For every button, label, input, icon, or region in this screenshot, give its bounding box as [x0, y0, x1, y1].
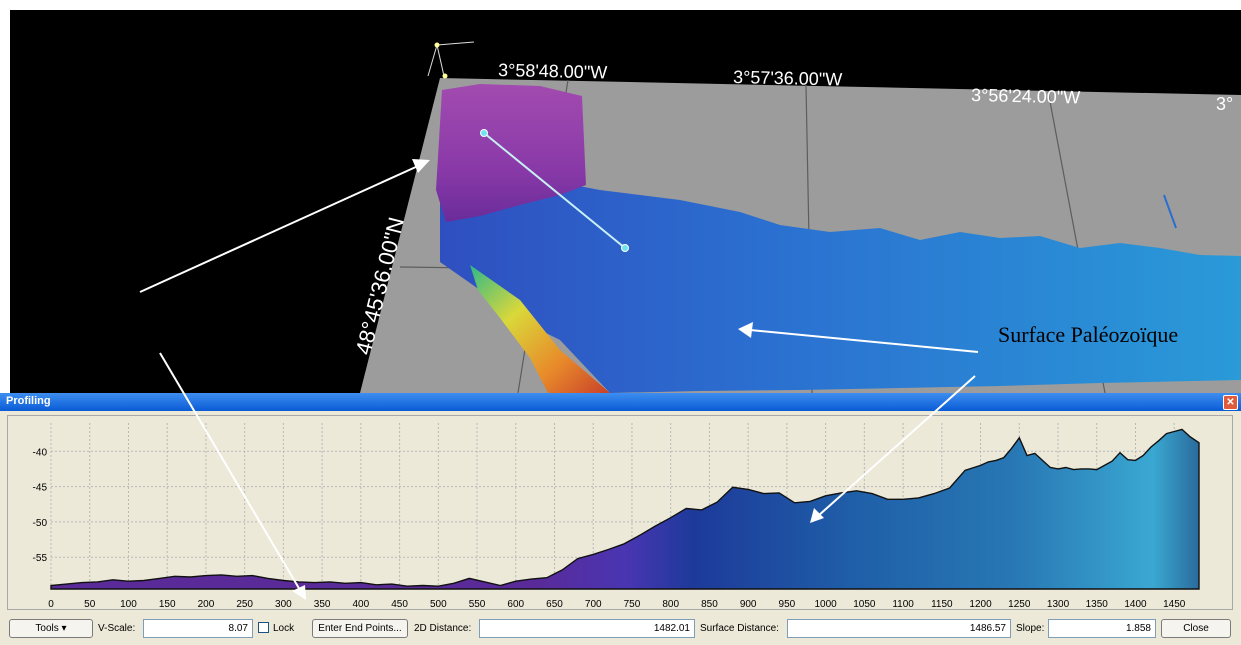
x-tick-label: 400	[353, 599, 370, 610]
lutetian-surface	[436, 84, 586, 222]
x-tick-label: 100	[120, 599, 137, 610]
x-tick-label: 500	[430, 599, 447, 610]
x-tick-label: 1200	[969, 599, 992, 610]
close-button[interactable]: Close	[1161, 619, 1231, 638]
x-tick-label: 1000	[815, 599, 838, 610]
profile-end-handle[interactable]	[621, 244, 629, 252]
x-tick-label: 600	[507, 599, 524, 610]
profiling-window: Profiling ✕ -40 -45 -50 -55 0 50 100 150 200 250 3…	[0, 393, 1241, 645]
tools-dropdown[interactable]: Tools ▾	[9, 619, 93, 638]
x-tick-label: 200	[198, 599, 215, 610]
x-tick-label: 1100	[892, 599, 914, 610]
x-tick-label: 850	[701, 599, 718, 610]
x-tick-label: 0	[48, 599, 54, 610]
close-window-icon[interactable]: ✕	[1223, 395, 1238, 410]
distance-2d-label: 2D Distance:	[414, 623, 472, 634]
y-tick-label: -55	[33, 553, 48, 564]
vscale-label: V-Scale:	[98, 623, 136, 634]
lock-label: Lock	[273, 623, 295, 634]
longitude-label-2: 3°57'36.00"W	[733, 67, 843, 89]
x-tick-label: 1150	[931, 599, 953, 610]
x-tick-label: 1050	[853, 599, 876, 610]
tools-label: Tools	[35, 623, 59, 634]
x-tick-label: 1300	[1047, 599, 1070, 610]
x-tick-label: 750	[624, 599, 641, 610]
x-tick-label: 250	[236, 599, 253, 610]
x-tick-label: 700	[585, 599, 602, 610]
elevation-profile-area	[50, 428, 1200, 590]
vscale-field[interactable]: 8.07	[143, 619, 253, 638]
profile-start-handle[interactable]	[480, 129, 488, 137]
distance-2d-field[interactable]: 1482.01	[479, 619, 695, 638]
profile-chart[interactable]: -40 -45 -50 -55 0 50 100 150 200 250 300 350 400 450 5…	[0, 393, 1241, 618]
enter-end-points-button[interactable]: Enter End Points...	[312, 619, 408, 638]
x-tick-label: 150	[159, 599, 176, 610]
bathymetry-3d-view[interactable]: 3°58'48.00"W 3°57'36.00"W 3°56'24.00"W 3…	[0, 0, 1241, 393]
paleozoic-surface	[440, 170, 1241, 393]
profiling-title: Profiling	[6, 395, 51, 407]
lock-checkbox[interactable]	[258, 622, 269, 633]
x-tick-label: 350	[314, 599, 331, 610]
profile-line[interactable]	[483, 132, 626, 249]
x-tick-label: 1400	[1124, 599, 1147, 610]
chart-frame	[7, 415, 1233, 610]
annotation-lutetian: Surface Lutétienne	[10, 296, 177, 321]
x-tick-label: 800	[662, 599, 679, 610]
x-tick-label: 450	[391, 599, 408, 610]
north-arrow-icon	[427, 41, 475, 79]
y-tick-label: -45	[33, 483, 48, 494]
surface-distance-label: Surface Distance:	[700, 623, 779, 634]
x-tick-label: 900	[740, 599, 757, 610]
slope-label: Slope:	[1016, 623, 1045, 634]
longitude-label-4: 3°	[1216, 94, 1233, 114]
x-tick-label: 1250	[1008, 599, 1031, 610]
dropdown-arrow-icon: ▾	[61, 623, 67, 634]
x-tick-label: 550	[469, 599, 486, 610]
distant-feature	[1163, 194, 1177, 229]
longitude-label-1: 3°58'48.00"W	[498, 60, 608, 82]
surface-distance-field[interactable]: 1486.57	[787, 619, 1011, 638]
slope-field[interactable]: 1.858	[1048, 619, 1156, 638]
steep-slope-zone	[470, 265, 610, 393]
x-tick-label: 650	[546, 599, 563, 610]
y-tick-label: -50	[33, 518, 48, 529]
x-tick-label: 1450	[1163, 599, 1186, 610]
longitude-label-3: 3°56'24.00"W	[971, 85, 1081, 107]
annotation-paleozoic: Surface Paléozoïque	[998, 322, 1179, 347]
x-tick-label: 950	[779, 599, 796, 610]
y-tick-label: -40	[33, 447, 48, 458]
x-tick-label: 50	[84, 599, 96, 610]
x-tick-label: 300	[275, 599, 292, 610]
x-tick-label: 1350	[1086, 599, 1109, 610]
